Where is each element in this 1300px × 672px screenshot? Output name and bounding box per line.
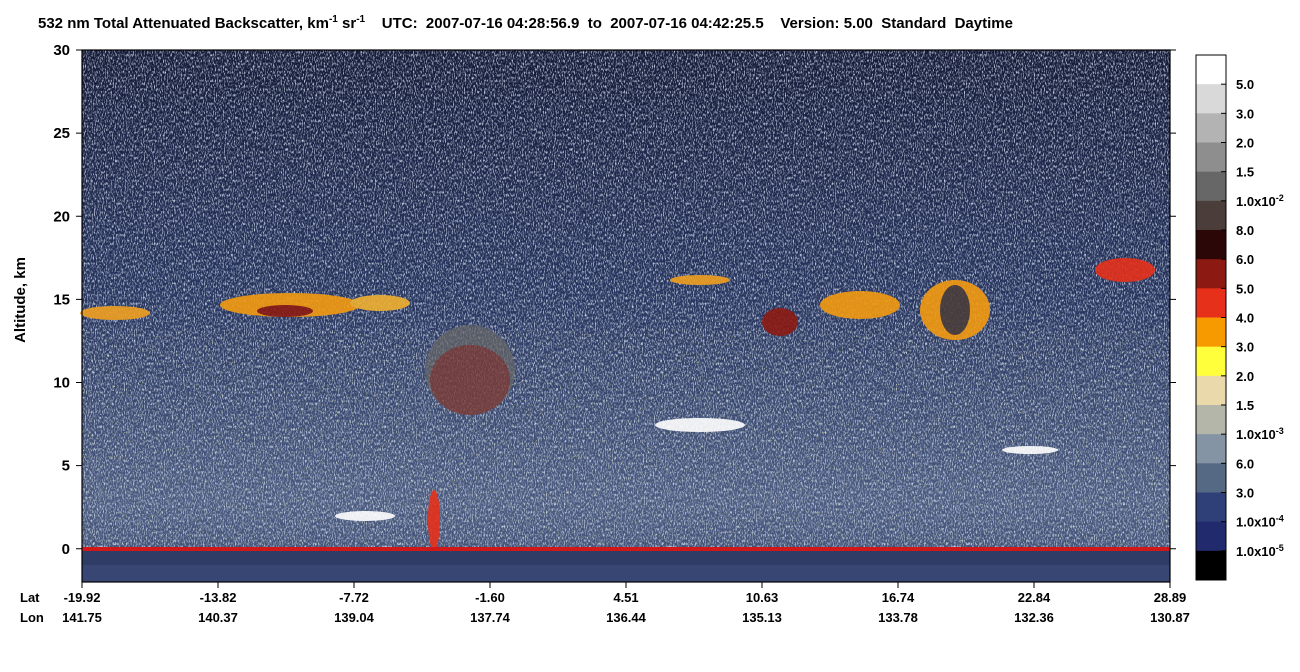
colorbar-label: 2.0 — [1236, 369, 1254, 384]
colorbar-label: 5.0 — [1236, 77, 1254, 92]
y-tick-label: 10 — [53, 375, 70, 392]
colorbar-label: 1.5 — [1236, 398, 1254, 413]
y-tick-label: 30 — [53, 42, 70, 59]
colorbar-label-text: 8.0 — [1236, 223, 1254, 238]
chart-title: 532 nm Total Attenuated Backscatter, km-… — [38, 14, 1013, 32]
y-tick-label: 15 — [53, 291, 70, 308]
colorbar-label: 5.0 — [1236, 281, 1254, 296]
colorbar-label: 2.0 — [1236, 136, 1254, 151]
lat-tick-label: -19.92 — [64, 590, 101, 605]
lat-tick-label: 28.89 — [1154, 590, 1187, 605]
colorbar-swatch — [1196, 346, 1226, 377]
title-part: 532 nm Total Attenuated Backscatter, km — [38, 15, 329, 32]
lon-tick-label: 135.13 — [742, 610, 782, 625]
colorbar-swatch — [1196, 113, 1226, 143]
colorbar-swatch — [1196, 375, 1226, 406]
lat-tick-label: -1.60 — [475, 590, 505, 605]
colorbar-label-text: 1.0x10 — [1236, 194, 1276, 209]
colorbar-label-text: 5.0 — [1236, 281, 1254, 296]
colorbar-label: 3.0 — [1236, 340, 1254, 355]
lon-tick-label: 141.75 — [62, 610, 102, 625]
y-tick-label: 0 — [62, 541, 70, 558]
colorbar-label: 4.0 — [1236, 311, 1254, 326]
colorbar-label: 1.0x10-4 — [1236, 514, 1284, 530]
lat-row-label: Lat — [20, 590, 40, 605]
backscatter-curtain — [80, 50, 1170, 582]
colorbar-swatch — [1196, 434, 1226, 464]
colorbar-label-text: 6.0 — [1236, 252, 1254, 267]
colorbar-label-text: 5.0 — [1236, 77, 1254, 92]
colorbar-swatch — [1196, 492, 1226, 523]
colorbar-swatch — [1196, 405, 1226, 435]
colorbar-label-text: 2.0 — [1236, 369, 1254, 384]
colorbar-swatch — [1196, 259, 1226, 289]
y-tick-label: 20 — [53, 208, 70, 225]
y-tick-label: 5 — [62, 458, 70, 475]
colorbar-swatch — [1196, 317, 1226, 348]
colorbar-label-sup: -3 — [1276, 426, 1284, 436]
title-sup: -1 — [356, 14, 365, 25]
colorbar-label: 1.0x10-2 — [1236, 193, 1284, 209]
colorbar-swatch — [1196, 171, 1226, 202]
lon-tick-label: 139.04 — [334, 610, 375, 625]
y-tick-label: 25 — [53, 125, 70, 142]
y-axis-label: Altitude, km — [12, 257, 29, 343]
lon-tick-label: 133.78 — [878, 610, 918, 625]
colorbar-label-text: 1.0x10 — [1236, 515, 1276, 530]
colorbar-label: 8.0 — [1236, 223, 1254, 238]
lat-tick-label: 10.63 — [746, 590, 779, 605]
lat-tick-label: -7.72 — [339, 590, 369, 605]
colorbar-label-text: 1.0x10 — [1236, 427, 1276, 442]
colorbar-label-text: 6.0 — [1236, 456, 1254, 471]
colorbar-label-sup: -2 — [1276, 193, 1284, 203]
lon-tick-label: 137.74 — [470, 610, 511, 625]
colorbar-swatch — [1196, 55, 1226, 85]
colorbar-label-text: 1.0x10 — [1236, 544, 1276, 559]
colorbar-label: 3.0 — [1236, 106, 1254, 121]
title-part: sr — [338, 15, 357, 32]
colorbar-swatch — [1196, 200, 1226, 231]
lon-tick-label: 132.36 — [1014, 610, 1054, 625]
colorbar-label-text: 3.0 — [1236, 340, 1254, 355]
colorbar-label-text: 1.5 — [1236, 165, 1254, 180]
colorbar-label-text: 2.0 — [1236, 136, 1254, 151]
title-part: UTC: 2007-07-16 04:28:56.9 to 2007-07-16… — [365, 15, 1013, 32]
colorbar-label-text: 4.0 — [1236, 311, 1254, 326]
lat-tick-label: 16.74 — [882, 590, 915, 605]
colorbar-label-sup: -5 — [1276, 543, 1284, 553]
colorbar-label-text: 1.5 — [1236, 398, 1254, 413]
colorbar-swatch — [1196, 230, 1226, 260]
colorbar-swatch — [1196, 84, 1226, 114]
colorbar-label: 1.5 — [1236, 165, 1254, 180]
colorbar-label: 6.0 — [1236, 252, 1254, 267]
colorbar-swatch — [1196, 288, 1226, 318]
lat-tick-label: 4.51 — [613, 590, 638, 605]
colorbar-swatch — [1196, 521, 1226, 552]
colorbar-label-sup: -4 — [1276, 514, 1284, 524]
colorbar-label: 1.0x10-5 — [1236, 543, 1284, 559]
lat-tick-label: 22.84 — [1018, 590, 1051, 605]
lon-tick-label: 136.44 — [606, 610, 647, 625]
colorbar-label-text: 3.0 — [1236, 486, 1254, 501]
lat-tick-label: -13.82 — [200, 590, 237, 605]
colorbar-label-text: 3.0 — [1236, 106, 1254, 121]
colorbar-label: 3.0 — [1236, 486, 1254, 501]
colorbar-swatch — [1196, 463, 1226, 493]
colorbar-label: 1.0x10-3 — [1236, 426, 1284, 442]
lon-tick-label: 130.87 — [1150, 610, 1190, 625]
colorbar-swatch — [1196, 550, 1226, 581]
colorbar-swatch — [1196, 142, 1226, 173]
title-sup: -1 — [329, 14, 338, 25]
lon-row-label: Lon — [20, 610, 44, 625]
lon-tick-label: 140.37 — [198, 610, 238, 625]
colorbar-label: 6.0 — [1236, 456, 1254, 471]
